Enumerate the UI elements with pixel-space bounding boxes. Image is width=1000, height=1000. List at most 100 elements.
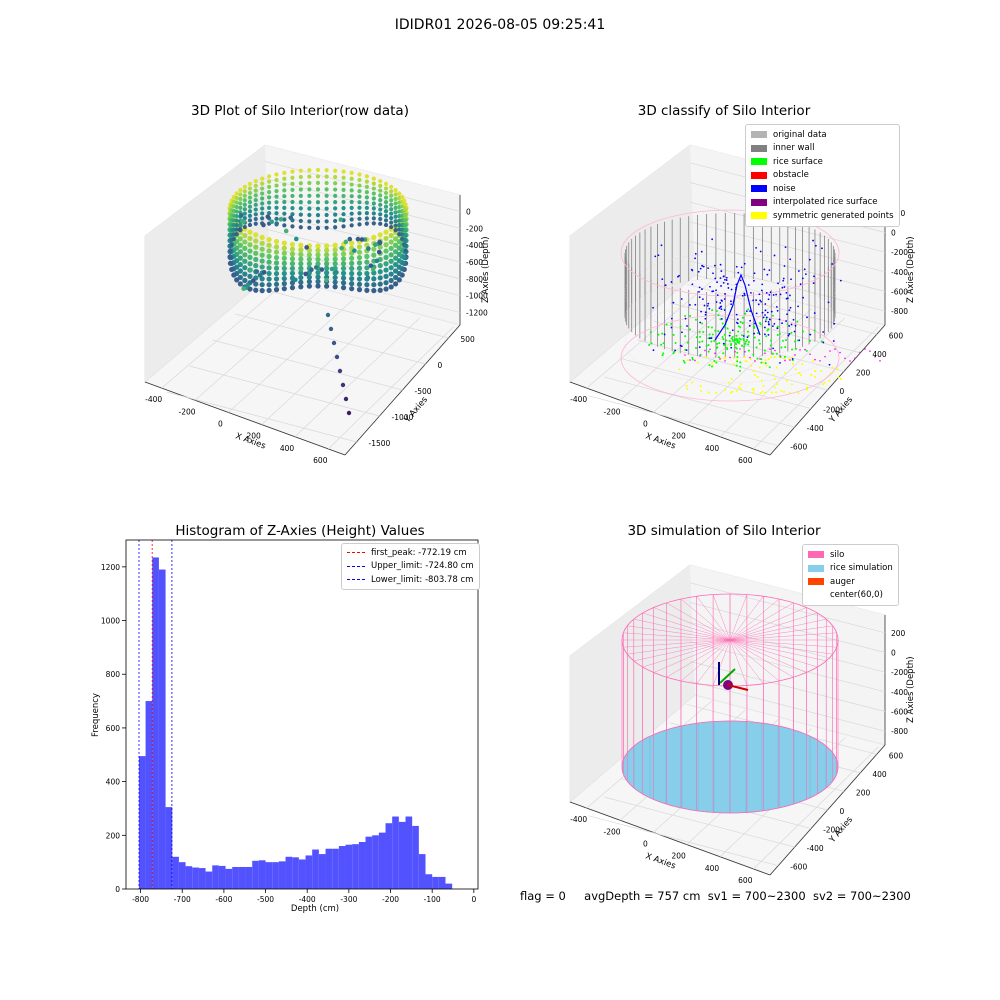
raw-point [357, 205, 362, 210]
classify-ytick-label: 200 [856, 368, 871, 377]
rice-surface-point [717, 330, 720, 333]
silo-roof-line [729, 612, 818, 641]
raw-point [298, 187, 303, 192]
raw-point [290, 181, 295, 186]
classify-ytick-label: -600 [790, 443, 807, 452]
classify-ytick-label: 400 [872, 350, 887, 359]
noise-point [761, 311, 764, 314]
symmetric-point [784, 372, 787, 375]
raw-point [259, 252, 265, 258]
interpolated-point [754, 360, 756, 362]
noise-point [736, 318, 739, 321]
raw-ytick-label: -500 [415, 387, 432, 396]
simulation-ytick-label: 0 [840, 807, 845, 816]
raw-point [332, 284, 338, 290]
histogram-bar [185, 866, 193, 889]
rice-surface-point [820, 340, 823, 343]
raw-point [356, 254, 363, 261]
simulation-xtick-label: 600 [738, 876, 753, 885]
noise-point [670, 281, 673, 283]
legend-swatch [751, 198, 767, 206]
raw-point [281, 265, 287, 272]
raw-point [242, 193, 247, 198]
raw-3d-plot: -400 -200 0 200 400 600 500 0 -500 -1000 -1500 0 -20… [144, 144, 491, 465]
raw-point [306, 274, 312, 280]
raw-point [234, 213, 239, 219]
symmetric-point [773, 377, 776, 380]
raw-point [247, 286, 253, 292]
noise-point [743, 292, 746, 295]
raw-point [282, 188, 287, 193]
histogram-legend-item: Upper_limit: -724.80 cm [347, 560, 474, 574]
histogram-bar [172, 856, 179, 889]
raw-point [324, 193, 329, 198]
rice-surface-point [717, 356, 720, 359]
raw-point [253, 287, 259, 293]
interpolated-point [829, 350, 831, 352]
raw-point [298, 174, 303, 180]
raw-point [238, 205, 243, 210]
raw-point [383, 190, 389, 196]
raw-point [298, 274, 304, 281]
raw-point [231, 272, 237, 278]
raw-point [393, 223, 398, 228]
rice-surface-point [662, 342, 665, 345]
rice-surface-point [780, 346, 783, 349]
histogram-bar [438, 876, 446, 889]
legend-line-swatch [347, 565, 365, 567]
raw-point [303, 271, 309, 277]
raw-point [393, 196, 398, 202]
raw-point [371, 246, 377, 252]
raw-point [389, 211, 394, 216]
raw-point [304, 245, 309, 250]
histogram-bar [145, 701, 153, 889]
raw-point [389, 224, 394, 230]
raw-ztick-label: -400 [466, 241, 483, 250]
raw-point [245, 282, 251, 288]
raw-point [315, 206, 321, 211]
raw-point [364, 216, 369, 221]
noise-point [765, 291, 768, 294]
raw-point [298, 181, 303, 186]
raw-point [289, 280, 296, 286]
raw-point [397, 191, 402, 196]
raw-point [234, 277, 240, 283]
interpolated-point [739, 348, 741, 350]
histogram-bar [192, 867, 199, 889]
symmetric-point [836, 368, 839, 371]
rice-surface-point [714, 329, 717, 332]
simulation-legend: silo rice simulation auger center(60,0) [802, 544, 899, 606]
noise-point [746, 336, 749, 339]
raw-point [260, 201, 265, 206]
simulation-z-axis-label: Z Axies (Depth) [906, 656, 916, 723]
rice-surface-point [742, 339, 745, 342]
raw-point [341, 193, 346, 199]
noise-point [749, 310, 751, 313]
raw-point [259, 246, 265, 252]
noise-point [704, 311, 707, 314]
noise-point [720, 308, 723, 311]
raw-ztick-label: 0 [466, 207, 471, 216]
silo-roof-line [729, 596, 764, 641]
raw-point [341, 224, 346, 229]
histogram-legend-item: Lower_limit: -803.78 cm [347, 573, 474, 587]
noise-point [678, 274, 680, 277]
rice-surface-point [745, 339, 748, 342]
raw-point [260, 196, 265, 201]
histogram-bar [358, 842, 366, 889]
raw-point [371, 252, 377, 258]
status-sv2: sv2 = 700~2300 [812, 889, 911, 903]
raw-point [274, 211, 279, 216]
raw-point [315, 261, 321, 267]
noise-point [706, 305, 709, 307]
silo-roof-line [729, 625, 833, 641]
noise-point [775, 305, 778, 308]
symmetric-point [785, 379, 788, 382]
raw-point [383, 280, 389, 286]
symmetric-point [767, 358, 770, 361]
rice-surface-point [721, 322, 724, 325]
noise-point [752, 299, 755, 302]
raw-point [238, 222, 243, 228]
noise-point [779, 293, 782, 296]
raw-xtick-label: 0 [218, 419, 223, 428]
